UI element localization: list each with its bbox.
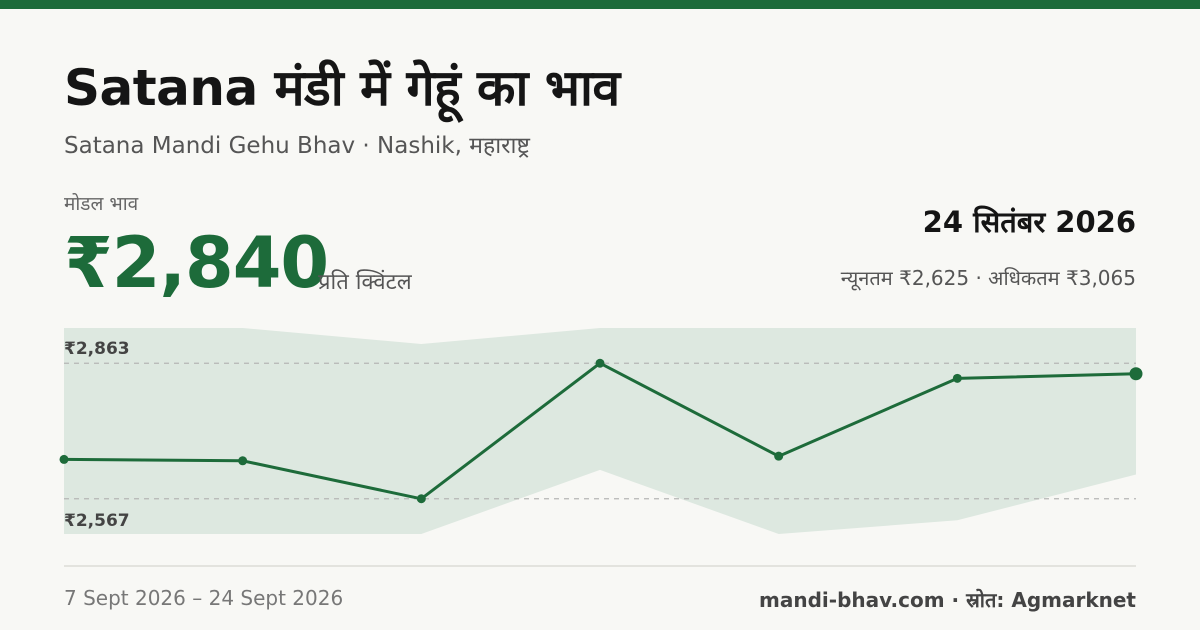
page-title: Satana मंडी में गेहूं का भाव xyxy=(64,59,620,117)
latest-data-point xyxy=(1129,367,1143,381)
reference-line-label: ₹2,863 xyxy=(64,339,130,359)
data-point xyxy=(416,494,426,504)
data-point xyxy=(595,358,605,368)
price-trend-chart: ₹2,863 ₹2,567 xyxy=(59,328,1143,534)
data-point xyxy=(59,454,69,464)
data-point xyxy=(238,456,248,466)
min-max-band xyxy=(64,328,1136,534)
reference-line-label: ₹2,567 xyxy=(64,511,130,531)
price-date: 24 सितंबर 2026 xyxy=(922,205,1136,239)
price-unit: प्रति क्विंटल xyxy=(318,270,412,295)
min-max-range: न्यूनतम ₹2,625 · अधिकतम ₹3,065 xyxy=(840,266,1136,290)
date-period: 7 Sept 2026 – 24 Sept 2026 xyxy=(64,586,344,610)
model-price-label: मोडल भाव xyxy=(64,193,139,215)
model-price-value: ₹2,840 xyxy=(64,222,329,304)
data-point xyxy=(774,451,784,461)
footer-divider xyxy=(64,565,1136,567)
page-subtitle: Satana Mandi Gehu Bhav · Nashik, महाराष्… xyxy=(64,133,530,159)
data-point xyxy=(952,373,962,383)
top-accent-bar xyxy=(0,0,1200,9)
source-credit: mandi-bhav.com · स्रोत: Agmarknet xyxy=(759,588,1136,612)
